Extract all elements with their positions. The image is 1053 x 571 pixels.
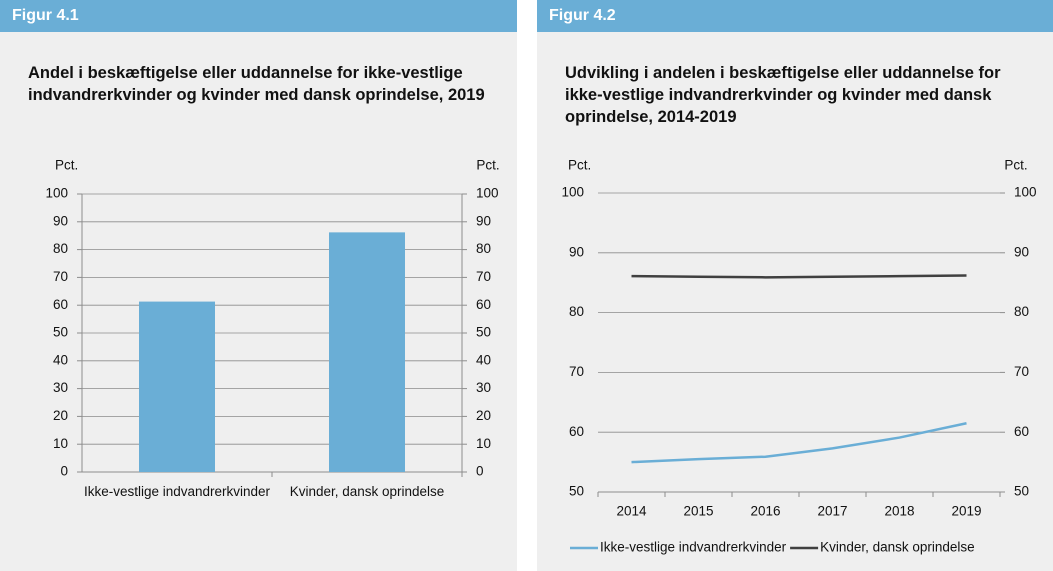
bar <box>329 232 405 472</box>
y-tick-label: 90 <box>53 213 68 228</box>
y-tick-label: 80 <box>53 241 68 256</box>
panel: Figur 4.1 Andel i beskæftigelse eller ud… <box>0 0 517 571</box>
chart-title: Andel i beskæftigelse eller uddannelse f… <box>28 64 485 104</box>
y2-tick-label: 30 <box>476 380 491 395</box>
y-tick-label: 0 <box>60 464 68 479</box>
y2-tick-label: 50 <box>1014 484 1029 499</box>
y2-tick-label: 90 <box>1014 244 1029 259</box>
y-axis-label: Pct. <box>55 158 78 173</box>
y2-axis-label: Pct. <box>1004 158 1027 173</box>
y2-tick-label: 80 <box>476 241 491 256</box>
x-tick-label: Kvinder, dansk oprindelse <box>289 484 445 499</box>
figure-label: Figur 4.2 <box>537 0 1053 32</box>
y-tick-label: 80 <box>569 304 584 319</box>
y2-tick-label: 40 <box>476 352 491 367</box>
legend-label: Ikke-vestlige indvandrerkvinder <box>600 540 787 555</box>
panel: Figur 4.2 Udvikling i andelen i beskæfti… <box>537 0 1053 571</box>
x-tick-label: 2018 <box>884 504 914 519</box>
y2-tick-label: 100 <box>1014 185 1037 200</box>
y2-axis-label: Pct. <box>476 158 499 173</box>
line-series <box>631 274 967 279</box>
chart-title: Udvikling i andelen i beskæftigelse elle… <box>565 64 1001 126</box>
y-tick-label: 100 <box>561 185 584 200</box>
x-tick-label: Ikke-vestlige indvandrerkvinder <box>83 484 271 499</box>
y-tick-label: 60 <box>569 424 584 439</box>
y2-tick-label: 60 <box>1014 424 1029 439</box>
x-tick-label: 2016 <box>750 504 780 519</box>
y-tick-label: 70 <box>569 364 584 379</box>
bar <box>139 301 215 472</box>
y-tick-label: 60 <box>53 297 68 312</box>
line-series <box>631 422 967 464</box>
y2-tick-label: 10 <box>476 436 491 451</box>
figure-label: Figur 4.1 <box>0 0 517 32</box>
y2-tick-label: 70 <box>476 269 491 284</box>
x-tick-label: 2015 <box>683 504 713 519</box>
y-tick-label: 20 <box>53 408 68 423</box>
y-axis-label: Pct. <box>568 158 591 173</box>
y-tick-label: 100 <box>45 186 68 201</box>
y2-tick-label: 20 <box>476 408 491 423</box>
x-tick-label: 2014 <box>616 504 647 519</box>
legend-label: Kvinder, dansk oprindelse <box>820 540 975 555</box>
x-tick-label: 2019 <box>951 504 981 519</box>
y-tick-label: 70 <box>53 269 68 284</box>
y2-tick-label: 60 <box>476 297 491 312</box>
y2-tick-label: 80 <box>1014 304 1029 319</box>
y2-tick-label: 50 <box>476 325 491 340</box>
y2-tick-label: 100 <box>476 186 499 201</box>
y-tick-label: 10 <box>53 436 68 451</box>
y-tick-label: 30 <box>53 380 68 395</box>
y2-tick-label: 90 <box>476 213 491 228</box>
y2-tick-label: 0 <box>476 464 484 479</box>
y-tick-label: 50 <box>53 325 68 340</box>
y2-tick-label: 70 <box>1014 364 1029 379</box>
x-tick-label: 2017 <box>817 504 847 519</box>
y-tick-label: 40 <box>53 352 68 367</box>
y-tick-label: 90 <box>569 244 584 259</box>
y-tick-label: 50 <box>569 484 584 499</box>
